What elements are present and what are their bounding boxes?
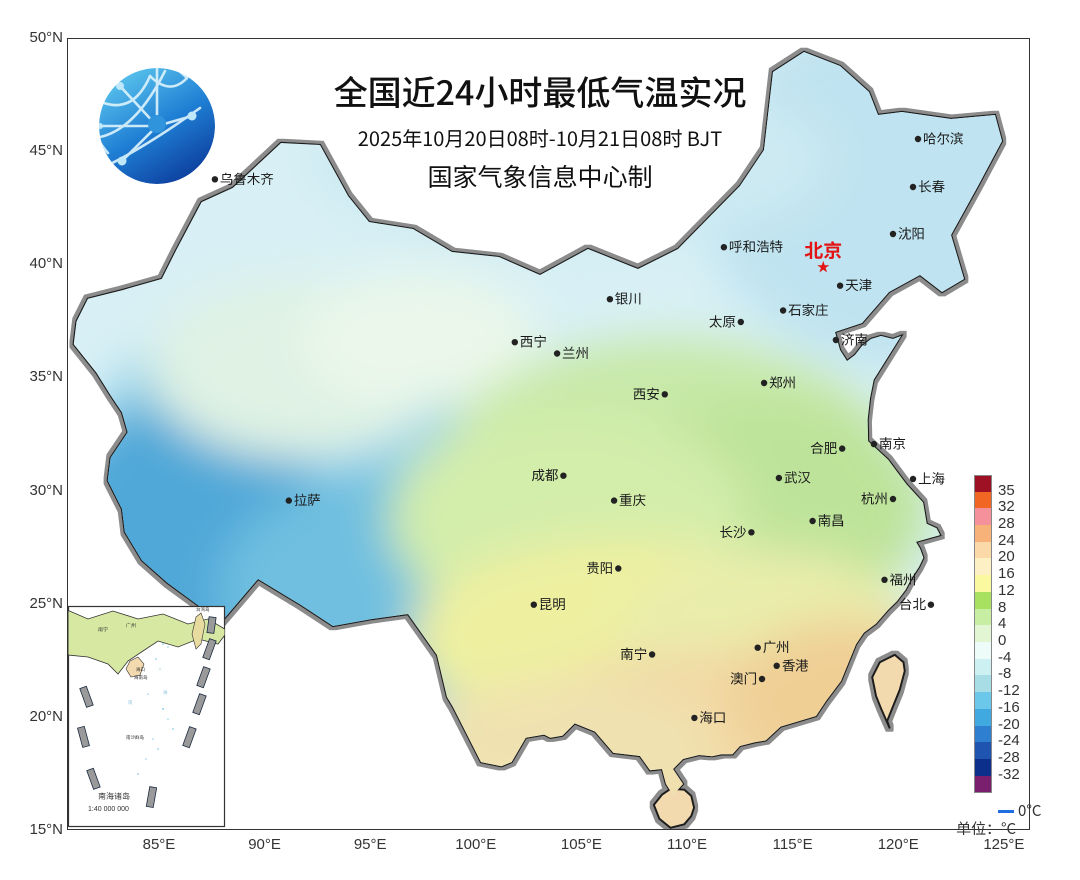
svg-text:昆明: 昆明 bbox=[539, 593, 566, 613]
svg-text:北京: 北京 bbox=[804, 237, 842, 264]
svg-text:台北: 台北 bbox=[899, 593, 927, 613]
svg-text:西宁: 西宁 bbox=[520, 331, 547, 351]
svg-text:香港: 香港 bbox=[782, 654, 809, 674]
svg-text:海: 海 bbox=[163, 690, 168, 696]
svg-text:呼和浩特: 呼和浩特 bbox=[729, 236, 783, 256]
svg-text:南宁: 南宁 bbox=[620, 643, 647, 663]
svg-text:长沙: 长沙 bbox=[719, 521, 746, 541]
svg-text:哈尔滨: 哈尔滨 bbox=[923, 128, 964, 148]
svg-text:上海: 上海 bbox=[918, 468, 945, 488]
svg-text:合肥: 合肥 bbox=[810, 437, 837, 457]
svg-text:兰州: 兰州 bbox=[562, 342, 589, 362]
svg-text:太原: 太原 bbox=[709, 311, 736, 331]
svg-text:海口: 海口 bbox=[136, 667, 145, 673]
svg-text:郑州: 郑州 bbox=[769, 372, 796, 392]
svg-text:长春: 长春 bbox=[918, 176, 946, 196]
svg-text:南宁: 南宁 bbox=[98, 626, 108, 633]
svg-text:杭州: 杭州 bbox=[861, 488, 888, 508]
svg-text:1:40 000 000: 1:40 000 000 bbox=[88, 806, 129, 813]
svg-text:成都: 成都 bbox=[531, 464, 558, 484]
svg-text:西安: 西安 bbox=[633, 383, 660, 403]
svg-text:南京: 南京 bbox=[879, 433, 906, 453]
svg-text:重庆: 重庆 bbox=[619, 489, 646, 509]
svg-text:拉萨: 拉萨 bbox=[294, 489, 321, 509]
svg-text:福州: 福州 bbox=[890, 568, 917, 588]
svg-text:南昌: 南昌 bbox=[818, 510, 845, 530]
svg-text:石家庄: 石家庄 bbox=[788, 299, 829, 319]
svg-text:银川: 银川 bbox=[615, 288, 642, 308]
svg-text:海口: 海口 bbox=[699, 706, 726, 726]
svg-text:天津: 天津 bbox=[845, 274, 873, 294]
svg-text:广州: 广州 bbox=[126, 622, 136, 629]
svg-text:南海诸岛: 南海诸岛 bbox=[98, 791, 130, 802]
svg-text:济南: 济南 bbox=[841, 329, 868, 349]
svg-text:海南岛: 海南岛 bbox=[134, 675, 148, 681]
svg-text:贵阳: 贵阳 bbox=[586, 557, 613, 577]
svg-text:武汉: 武汉 bbox=[784, 467, 812, 487]
svg-text:广州: 广州 bbox=[763, 636, 790, 656]
svg-text:南: 南 bbox=[128, 700, 133, 706]
svg-text:沈阳: 沈阳 bbox=[898, 223, 925, 243]
svg-text:台湾岛: 台湾岛 bbox=[196, 607, 210, 613]
svg-text:澳门: 澳门 bbox=[730, 668, 757, 688]
svg-text:南沙群岛: 南沙群岛 bbox=[126, 734, 144, 741]
